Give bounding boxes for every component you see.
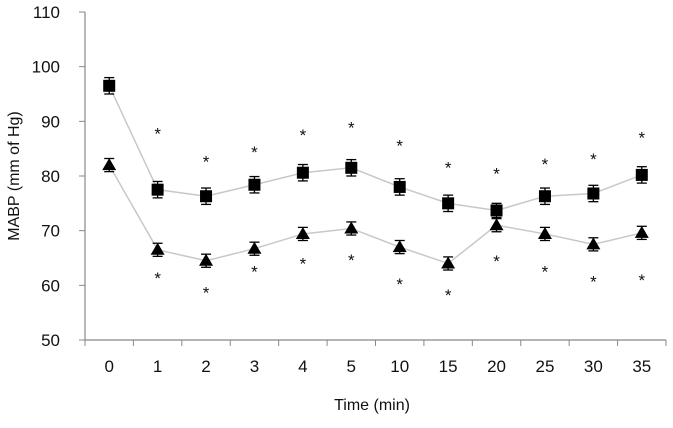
significance-asterisk: * — [300, 126, 307, 145]
data-point-square — [587, 187, 600, 200]
data-point-square — [151, 183, 164, 196]
x-tick-label: 35 — [632, 357, 651, 376]
significance-asterisk: * — [251, 262, 258, 281]
y-tick-label: 90 — [41, 112, 60, 131]
series-line — [108, 85, 643, 212]
data-point-square — [248, 178, 261, 191]
data-point-triangle — [634, 225, 649, 238]
significance-asterisk: * — [638, 271, 645, 290]
x-tick-label: 15 — [439, 357, 458, 376]
significance-asterisk: * — [493, 252, 500, 271]
x-tick-label: 5 — [347, 357, 356, 376]
significance-asterisk: * — [638, 129, 645, 148]
data-point-triangle — [537, 226, 552, 239]
significance-asterisk: * — [542, 262, 549, 281]
significance-asterisk: * — [445, 159, 452, 178]
significance-asterisk: * — [154, 125, 161, 144]
y-tick-label: 60 — [41, 276, 60, 295]
significance-asterisk: * — [396, 137, 403, 156]
significance-asterisk: * — [542, 155, 549, 174]
significance-asterisk: * — [251, 143, 258, 162]
y-tick-label: 70 — [41, 222, 60, 241]
data-point-triangle — [586, 237, 601, 250]
data-point-square — [490, 204, 503, 217]
x-axis-label: Time (min) — [334, 397, 410, 414]
data-point-square — [200, 190, 213, 203]
data-point-square — [103, 79, 116, 92]
significance-asterisk: * — [203, 283, 210, 302]
data-point-triangle — [344, 221, 359, 234]
data-point-triangle — [489, 218, 504, 231]
data-point-square — [345, 161, 358, 174]
x-tick-label: 4 — [298, 357, 307, 376]
y-tick-label: 50 — [41, 331, 60, 350]
x-tick-label: 0 — [104, 357, 113, 376]
data-point-square — [296, 166, 309, 179]
x-tick-label: 3 — [250, 357, 259, 376]
significance-asterisk: * — [445, 286, 452, 305]
data-point-triangle — [102, 158, 117, 171]
data-point-square — [538, 190, 551, 203]
data-point-triangle — [150, 242, 165, 255]
y-axis-label: MABP (mm of Hg) — [6, 111, 23, 241]
significance-asterisk: * — [300, 254, 307, 273]
x-tick-label: 20 — [487, 357, 506, 376]
significance-asterisk: * — [493, 165, 500, 184]
x-tick-label: 30 — [584, 357, 603, 376]
series-square: * * * * * * * * * * * — [103, 76, 648, 219]
data-point-square — [442, 197, 455, 210]
plot-area: * * * * * * * * * * * * * * * * * * * * * * — [102, 76, 649, 305]
data-point-triangle — [247, 241, 262, 254]
x-tick-label: 10 — [390, 357, 409, 376]
significance-asterisk: * — [348, 251, 355, 270]
data-point-triangle — [441, 256, 456, 269]
x-tick-label: 1 — [153, 357, 162, 376]
x-tick-label: 25 — [535, 357, 554, 376]
significance-asterisk: * — [590, 150, 597, 169]
significance-asterisk: * — [396, 275, 403, 294]
y-tick-label: 110 — [33, 3, 60, 22]
series-line — [108, 164, 642, 265]
significance-asterisk: * — [203, 153, 210, 172]
significance-asterisk: * — [154, 269, 161, 288]
y-tick-label: 80 — [41, 167, 60, 186]
significance-asterisk: * — [348, 119, 355, 138]
data-point-triangle — [295, 226, 310, 239]
y-tick-label: 100 — [32, 58, 60, 77]
data-point-triangle — [199, 253, 214, 266]
axes: 50 60 70 80 90 100 110 0 1 2 3 4 5 10 15 20 25 30 35 — [32, 3, 667, 376]
significance-asterisk: * — [590, 272, 597, 291]
data-point-square — [393, 180, 406, 193]
x-tick-label: 2 — [201, 357, 210, 376]
series-triangle: * * * * * * * * * * * — [102, 157, 649, 305]
data-point-triangle — [392, 240, 407, 253]
data-point-square — [635, 168, 648, 181]
